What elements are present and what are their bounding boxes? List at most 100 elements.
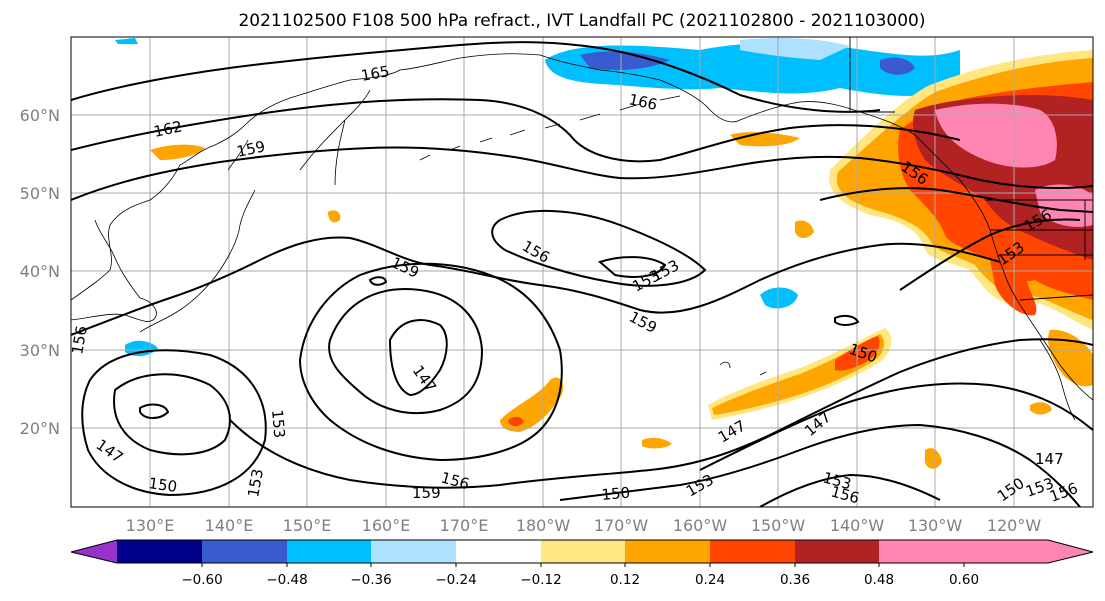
contour-label: 166 (627, 90, 659, 114)
contour-label: 147 (1035, 450, 1064, 468)
coastline-hawaii (719, 361, 767, 376)
contour-label: 156 (68, 324, 91, 355)
colorbar-tick-label: −0.36 (350, 572, 391, 588)
positive-anomaly-midlat-2 (642, 437, 672, 449)
contour-153-ne (899, 218, 1081, 291)
border-us-mexico (1019, 294, 1093, 301)
contour-150-low (328, 288, 484, 415)
colorbar-bin (117, 540, 202, 563)
lat-label: 40°N (20, 262, 60, 281)
positive-anomaly-west-pacific (150, 144, 205, 160)
shading-layer (115, 38, 1093, 469)
coastline-baja (1039, 339, 1076, 421)
colorbar-tick-label: −0.12 (520, 572, 561, 588)
contour-156-ne (819, 187, 1093, 213)
positive-anomaly-southeast (1030, 402, 1052, 415)
latitude-labels: 60°N 50°N 40°N 30°N 20°N (20, 106, 60, 438)
colorbar: −0.60 −0.48 −0.36 −0.24 −0.12 0.12 0.24 … (70, 539, 1094, 588)
positive-anomaly-subtropic-orange (712, 334, 885, 415)
positive-anomaly-midlat (795, 220, 814, 238)
negative-anomaly-pacific (760, 287, 798, 309)
coastline-aleutians (419, 95, 681, 161)
contour-label: 150 (601, 484, 631, 504)
contour-label: 159 (235, 137, 267, 161)
coastline-north-america (959, 179, 1093, 401)
colorbar-bin (202, 540, 287, 563)
colorbar-tick-label: 0.36 (780, 572, 810, 588)
colorbar-tick-label: 0.48 (864, 572, 894, 588)
contour-150-west (81, 349, 267, 497)
colorbar-extend-low (71, 540, 117, 563)
contour-159-mid (71, 236, 1001, 336)
contour-label: 165 (360, 62, 391, 85)
contour-153-east (759, 473, 941, 507)
lat-label: 60°N (20, 106, 60, 125)
colorbar-tick-label: −0.60 (181, 572, 222, 588)
contour-165 (71, 41, 881, 113)
lon-label: 150°W (751, 516, 806, 535)
colorbar-tick-label: 0.24 (695, 572, 725, 588)
map-panel: 165 166 162 159 156 153 159 156 153 159 … (68, 36, 1094, 508)
map-title: 2021102500 F108 500 hPa refract., IVT La… (238, 11, 925, 31)
contour-153-loop (598, 256, 667, 278)
refractivity-contours (71, 41, 1093, 507)
colorbar-bin (625, 540, 710, 563)
contour-147-low (388, 319, 448, 397)
contour-156-loop (491, 209, 707, 287)
lon-label: 160°E (362, 516, 411, 535)
positive-anomaly-ar-pink (935, 103, 1057, 168)
positive-anomaly-ar-pink-2 (1035, 184, 1093, 227)
colorbar-bin (371, 540, 456, 563)
contour-label: 162 (152, 117, 184, 141)
colorbar-outline (70, 539, 1094, 564)
lon-label: 140°E (205, 516, 254, 535)
contour-156-south (229, 338, 1093, 489)
negative-anomaly-arctic-light (740, 38, 850, 60)
coastline-japan (139, 139, 256, 333)
coastlines (71, 53, 1093, 421)
lat-label: 50°N (20, 184, 60, 203)
lon-label: 120°W (987, 516, 1042, 535)
contour-162 (71, 98, 961, 163)
lat-label: 20°N (20, 419, 60, 438)
colorbar-extend-high (964, 540, 1093, 563)
contour-small-3 (139, 403, 170, 419)
contour-159-north (71, 146, 1093, 201)
lon-label: 160°W (673, 516, 728, 535)
positive-anomaly-sw (328, 210, 341, 223)
positive-anomaly-south (925, 448, 942, 469)
colorbar-tick-label: 0.60 (949, 572, 979, 588)
lon-label: 140°W (830, 516, 885, 535)
lat-label: 30°N (20, 341, 60, 360)
lon-label: 150°E (283, 516, 332, 535)
colorbar-tick-label: 0.12 (610, 572, 640, 588)
contour-147-east (699, 382, 1093, 471)
contour-150-east (559, 423, 1081, 507)
colorbar-tick-label: −0.48 (266, 572, 307, 588)
contour-label: 159 (412, 484, 441, 502)
contour-label: 153 (268, 409, 288, 439)
colorbar-tick-label: −0.24 (435, 572, 476, 588)
colorbar-bin (879, 540, 964, 563)
contour-147-west (113, 373, 231, 456)
colorbar-bin (541, 540, 625, 563)
lon-label: 170°W (594, 516, 649, 535)
colorbar-bin (710, 540, 795, 563)
map-frame (70, 36, 1094, 508)
contour-small-2 (834, 314, 860, 326)
contour-small-1 (368, 276, 388, 286)
lon-label: 130°E (126, 516, 175, 535)
lon-label: 180°W (516, 516, 571, 535)
coastline-alaska (539, 54, 961, 181)
contour-153-low (298, 262, 563, 462)
lon-label: 130°W (908, 516, 963, 535)
positive-anomaly-east-coast (1047, 329, 1093, 387)
colorbar-bin (795, 540, 879, 563)
contour-label: 150 (147, 474, 178, 496)
lon-label: 170°E (440, 516, 489, 535)
coastline-east-asia (71, 53, 541, 301)
border-state-1 (990, 200, 1093, 260)
contour-label: 153 (244, 467, 267, 498)
colorbar-ticks (201, 563, 965, 567)
